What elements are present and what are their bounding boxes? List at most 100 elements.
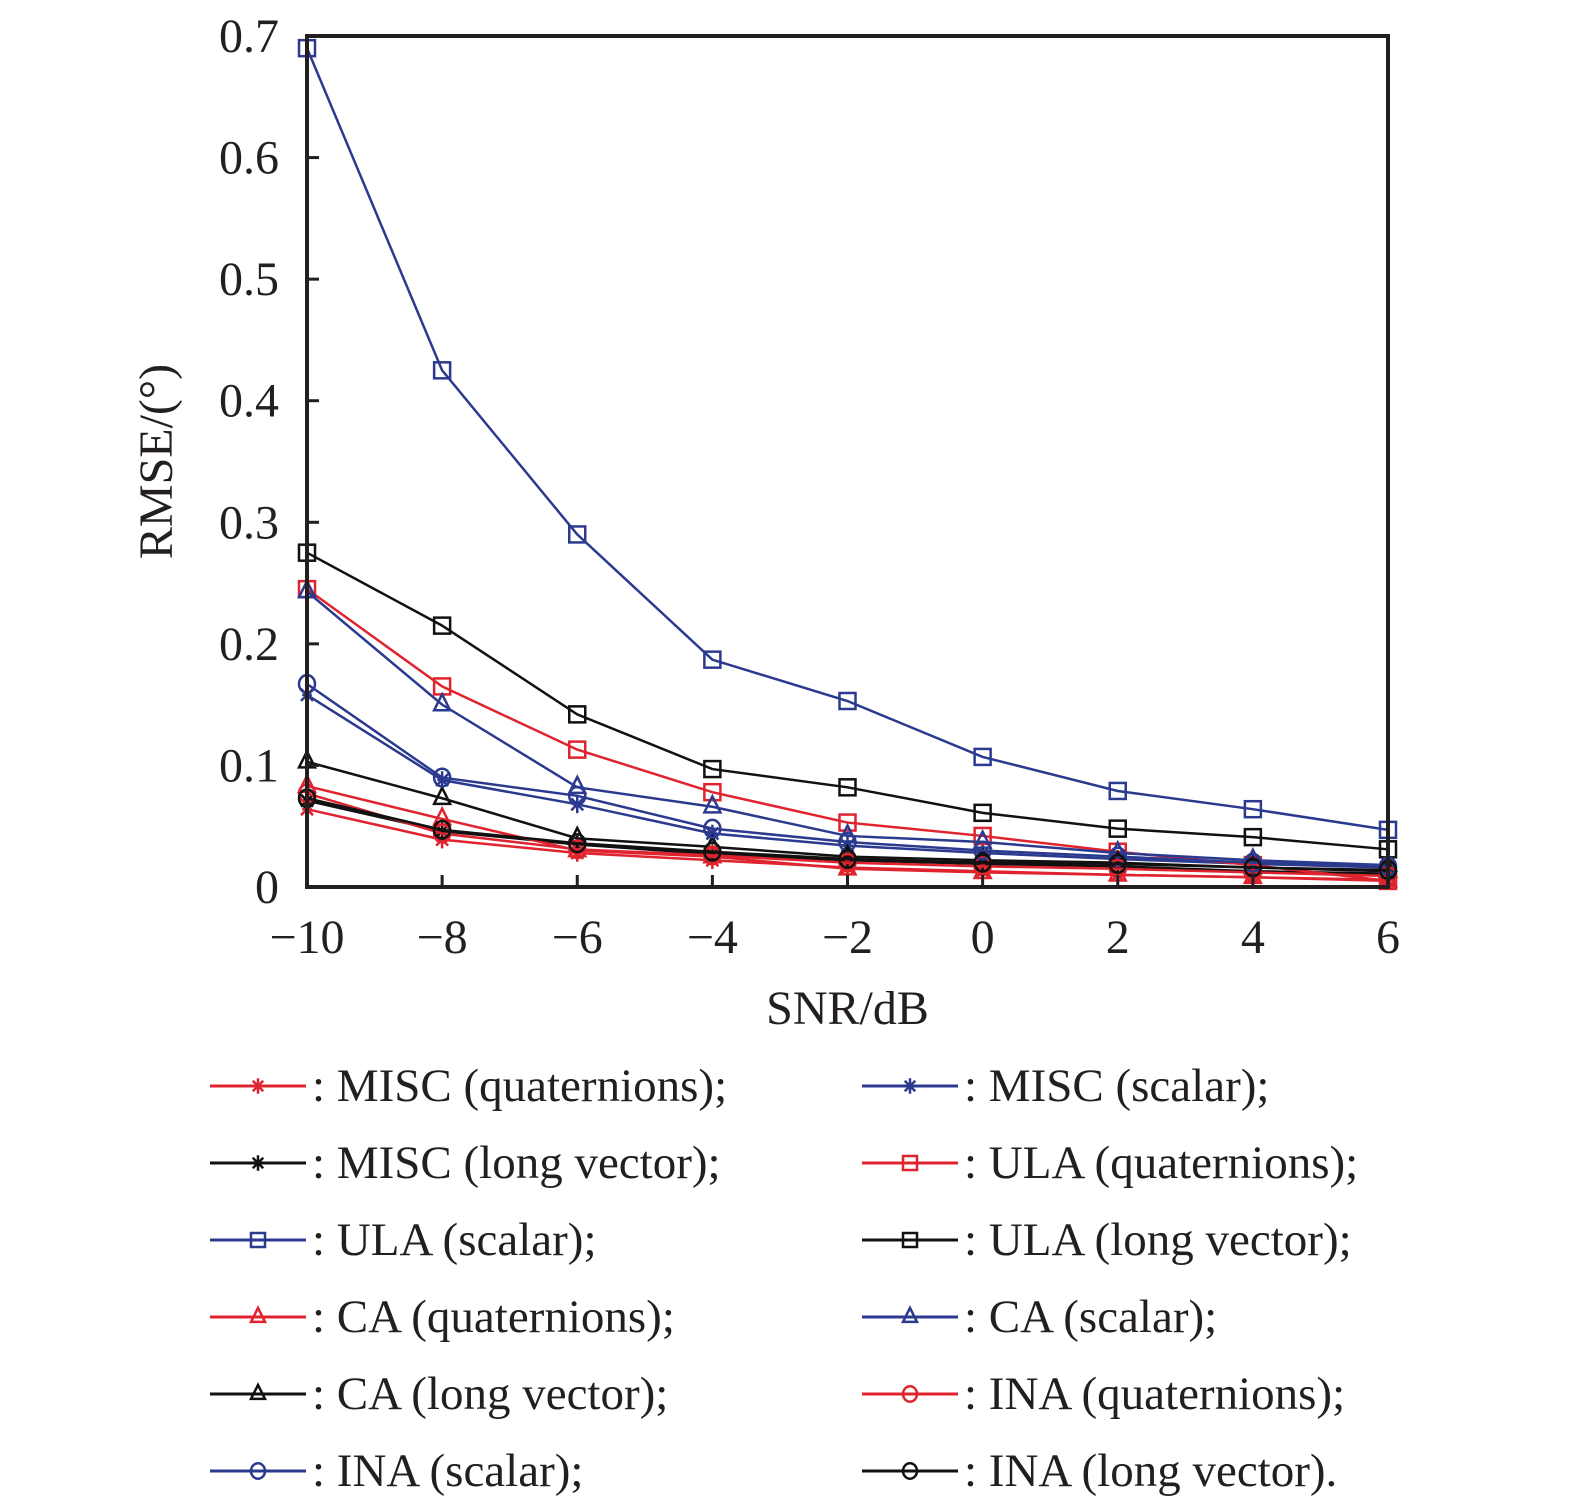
x-axis-title: SNR/dB	[766, 982, 929, 1035]
legend-square-icon	[862, 1154, 958, 1172]
data-point-square-marker	[973, 803, 992, 823]
series-triangle-7	[296, 578, 1399, 872]
legend-marker	[249, 1231, 267, 1249]
legend-label: : CA (quaternions);	[312, 1291, 675, 1343]
legend-label: : INA (quaternions);	[964, 1368, 1346, 1420]
legend-label: : INA (scalar);	[312, 1445, 584, 1497]
data-point-circle-marker	[568, 839, 587, 860]
legend-item: : MISC (quaternions);	[208, 1048, 727, 1124]
ticks-layer: −10 −8 −6 −4 −2 0 2 4 6 0 0.1 0.2 0.3 0.4 0.5 0.6 0.7	[219, 10, 1400, 964]
legend-marker	[903, 1078, 917, 1094]
legend-label: : MISC (long vector);	[312, 1137, 721, 1189]
legend-item: : CA (scalar);	[860, 1279, 1217, 1355]
data-point-star-marker	[435, 771, 450, 789]
legend-item: : CA (long vector);	[208, 1356, 668, 1432]
data-point-circle-marker	[703, 818, 722, 839]
legend-item: : ULA (quaternions);	[860, 1125, 1358, 1201]
legend-item: : MISC (scalar);	[860, 1048, 1269, 1124]
legend: : MISC (quaternions); : MISC (scalar); : M…	[0, 1048, 1575, 1508]
x-tick-label: −4	[687, 911, 738, 964]
legend-marker	[901, 1231, 919, 1249]
legend-marker	[901, 1462, 919, 1480]
series-line	[306, 590, 1389, 867]
y-tick-label: 0.7	[219, 10, 279, 63]
data-point-circle-marker	[973, 852, 992, 873]
data-point-square-marker	[703, 650, 722, 669]
x-tick-label: −10	[269, 911, 344, 964]
data-point-square-marker	[703, 759, 722, 779]
series-layer	[296, 38, 1399, 891]
data-point-circle-marker	[1108, 846, 1127, 867]
chart: −10 −8 −6 −4 −2 0 2 4 6 0 0.1 0.2 0.3 0.4 0.5 0.6 0.7 SN…	[130, 10, 1400, 1035]
data-point-triangle-marker	[432, 785, 453, 806]
legend-triangle-icon	[210, 1382, 306, 1401]
legend-marker	[248, 1382, 268, 1401]
y-tick-label: 0.5	[219, 253, 279, 306]
data-point-triangle-marker	[1242, 847, 1263, 868]
legend-triangle-icon	[210, 1305, 306, 1324]
data-point-square-marker	[568, 525, 587, 544]
legend-star-icon	[210, 1078, 306, 1094]
legend-label: : CA (long vector);	[312, 1368, 669, 1420]
data-point-square-marker	[568, 740, 587, 759]
legend-marker	[901, 1154, 919, 1172]
y-tick-label: 0.1	[219, 739, 279, 792]
plot-frame	[305, 34, 1390, 889]
data-point-circle-marker	[838, 848, 857, 870]
data-point-triangle-marker	[1107, 839, 1128, 860]
legend-label: : MISC (scalar);	[964, 1060, 1270, 1112]
data-point-circle-marker	[568, 833, 587, 854]
data-point-circle-marker	[703, 841, 722, 862]
data-point-square-marker	[703, 782, 722, 802]
data-point-square-marker	[973, 826, 992, 846]
data-point-triangle-marker	[702, 793, 723, 814]
legend-circle-icon	[210, 1462, 306, 1480]
legend-label: : INA (long vector).	[964, 1445, 1338, 1497]
series-square-5	[297, 543, 1398, 859]
data-point-square-marker	[432, 361, 452, 380]
legend-item: : ULA (scalar);	[208, 1202, 597, 1278]
data-point-triangle-marker	[567, 774, 588, 795]
data-point-square-marker	[1108, 819, 1127, 838]
legend-label: : ULA (quaternions);	[964, 1137, 1359, 1189]
legend-marker	[248, 1305, 268, 1324]
y-tick-label: 0.3	[219, 496, 279, 549]
series-line	[305, 47, 1389, 832]
legend-item: : INA (scalar);	[208, 1433, 583, 1509]
y-tick-label: 0.4	[219, 375, 279, 428]
legend-label: : ULA (scalar);	[312, 1214, 597, 1266]
data-point-square-marker	[838, 813, 857, 832]
data-point-square-marker	[1243, 827, 1263, 847]
legend-item: : CA (quaternions);	[208, 1279, 675, 1355]
y-tick-label: 0	[255, 861, 279, 914]
x-tick-label: 2	[1106, 911, 1130, 964]
legend-item: : ULA (long vector);	[860, 1202, 1352, 1278]
x-tick-label: −8	[417, 911, 468, 964]
legend-marker	[901, 1385, 919, 1403]
data-point-circle-marker	[1108, 853, 1127, 874]
x-tick-label: 0	[971, 911, 995, 964]
x-tick-label: 4	[1241, 911, 1265, 964]
legend-item: : INA (long vector).	[860, 1433, 1337, 1509]
legend-marker	[251, 1078, 265, 1094]
legend-item: : INA (quaternions);	[860, 1356, 1345, 1432]
legend-star-icon	[862, 1078, 958, 1094]
data-point-circle-marker	[568, 785, 587, 806]
legend-circle-icon	[862, 1385, 958, 1403]
data-point-triangle-marker	[432, 691, 453, 712]
x-tick-label: 6	[1376, 911, 1400, 964]
data-point-square-marker	[432, 616, 452, 635]
legend-label: : CA (scalar);	[964, 1291, 1218, 1343]
data-point-square-marker	[838, 778, 857, 797]
series-line	[306, 797, 1389, 872]
legend-label: : MISC (quaternions);	[312, 1060, 728, 1112]
data-point-star-marker	[705, 824, 720, 843]
y-axis-title: RMSE/(°)	[130, 364, 183, 559]
legend-square-icon	[862, 1231, 958, 1249]
data-point-square-marker	[1108, 781, 1127, 801]
legend-marker	[249, 1462, 267, 1480]
data-point-square-marker	[973, 747, 992, 767]
series-line	[306, 792, 1389, 878]
legend-marker	[900, 1305, 920, 1324]
legend-marker	[251, 1155, 265, 1171]
